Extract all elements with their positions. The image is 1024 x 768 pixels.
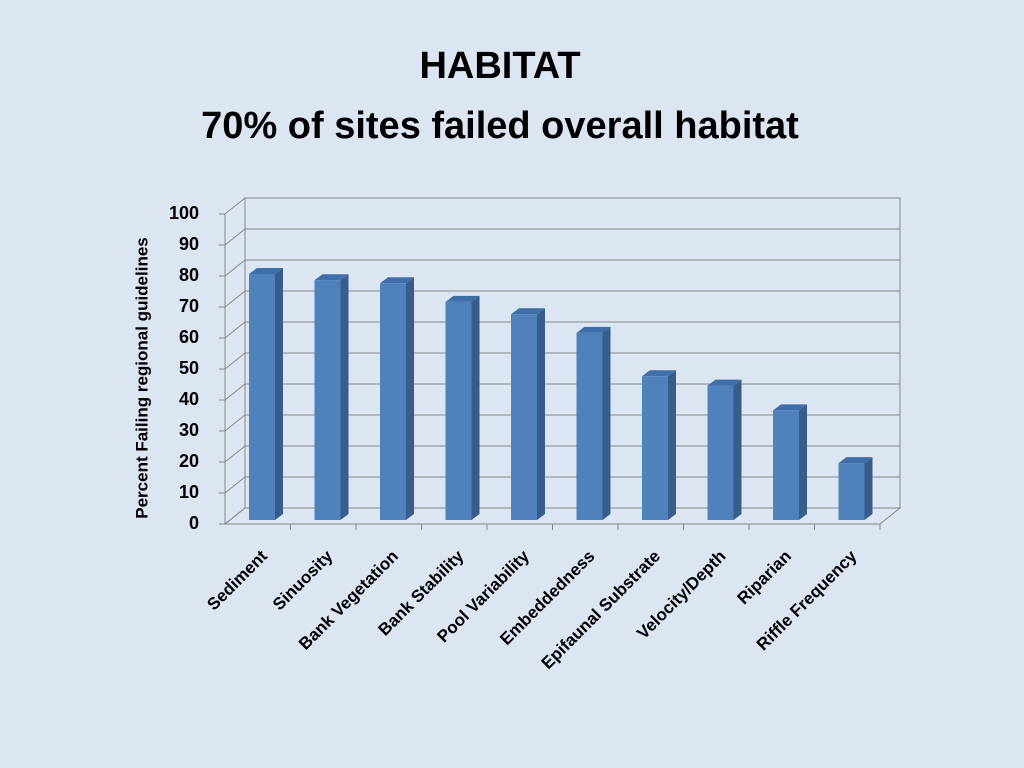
y-tick-label: 50 [179, 358, 199, 378]
grid-line [224, 383, 900, 401]
bar-top [838, 457, 873, 464]
grid-line [224, 507, 900, 525]
bar [314, 274, 349, 520]
bar-side [602, 326, 611, 520]
bar-front [380, 283, 406, 520]
y-tick-label: 0 [189, 513, 199, 533]
bar [380, 277, 414, 520]
bar-side [799, 404, 807, 520]
y-tick-label: 60 [179, 327, 199, 347]
grid-line [224, 445, 900, 463]
bar-side [537, 308, 545, 520]
bar [838, 457, 873, 520]
grid-line [224, 290, 900, 308]
y-tick-label: 20 [179, 451, 199, 471]
bar [511, 308, 545, 520]
bar [445, 295, 480, 520]
bar-top [445, 295, 480, 302]
chart-subtitle: 70% of sites failed overall habitat [201, 105, 799, 147]
y-tick-label: 90 [179, 234, 199, 254]
bar-side [864, 457, 873, 520]
bar [773, 404, 807, 520]
grid-line [224, 476, 900, 494]
y-tick-label: 80 [179, 265, 199, 285]
grid-line [224, 259, 900, 277]
y-tick-label: 70 [179, 296, 199, 316]
bar-top [511, 308, 545, 315]
bar-side [406, 277, 414, 520]
bar-side [275, 268, 283, 520]
bar-top [380, 277, 414, 284]
grid-line [224, 321, 900, 339]
chart-title: HABITAT [419, 45, 580, 87]
bar-top [642, 370, 676, 377]
y-tick-label: 10 [179, 482, 199, 502]
bar-front [642, 376, 668, 520]
bar-side [471, 295, 480, 520]
bar-front [511, 314, 537, 520]
bar [707, 379, 742, 520]
y-tick-label: 100 [169, 203, 199, 223]
grid-line [224, 352, 900, 370]
bar [249, 268, 283, 520]
grid-line [224, 197, 900, 215]
grid-line [224, 228, 900, 246]
bar [576, 326, 611, 520]
bar-front [707, 385, 734, 520]
y-tick-label: 30 [179, 420, 199, 440]
bar-front [576, 332, 603, 520]
bar-side [733, 379, 742, 520]
bar-front [773, 410, 799, 520]
bar-front [838, 463, 865, 520]
bar-front [445, 301, 472, 520]
bar-front [249, 274, 275, 520]
bar-top [249, 268, 283, 274]
bar-top [773, 404, 807, 411]
bar-side [668, 370, 676, 520]
y-axis-label: Percent Failing regional guidelines [132, 237, 151, 519]
bar-front [314, 280, 341, 520]
bar-top [314, 274, 349, 281]
bar [642, 370, 676, 520]
y-tick-label: 40 [179, 389, 199, 409]
bar-side [340, 274, 349, 520]
grid-line [224, 414, 900, 432]
bar-top [576, 326, 611, 333]
bar-top [707, 379, 742, 386]
